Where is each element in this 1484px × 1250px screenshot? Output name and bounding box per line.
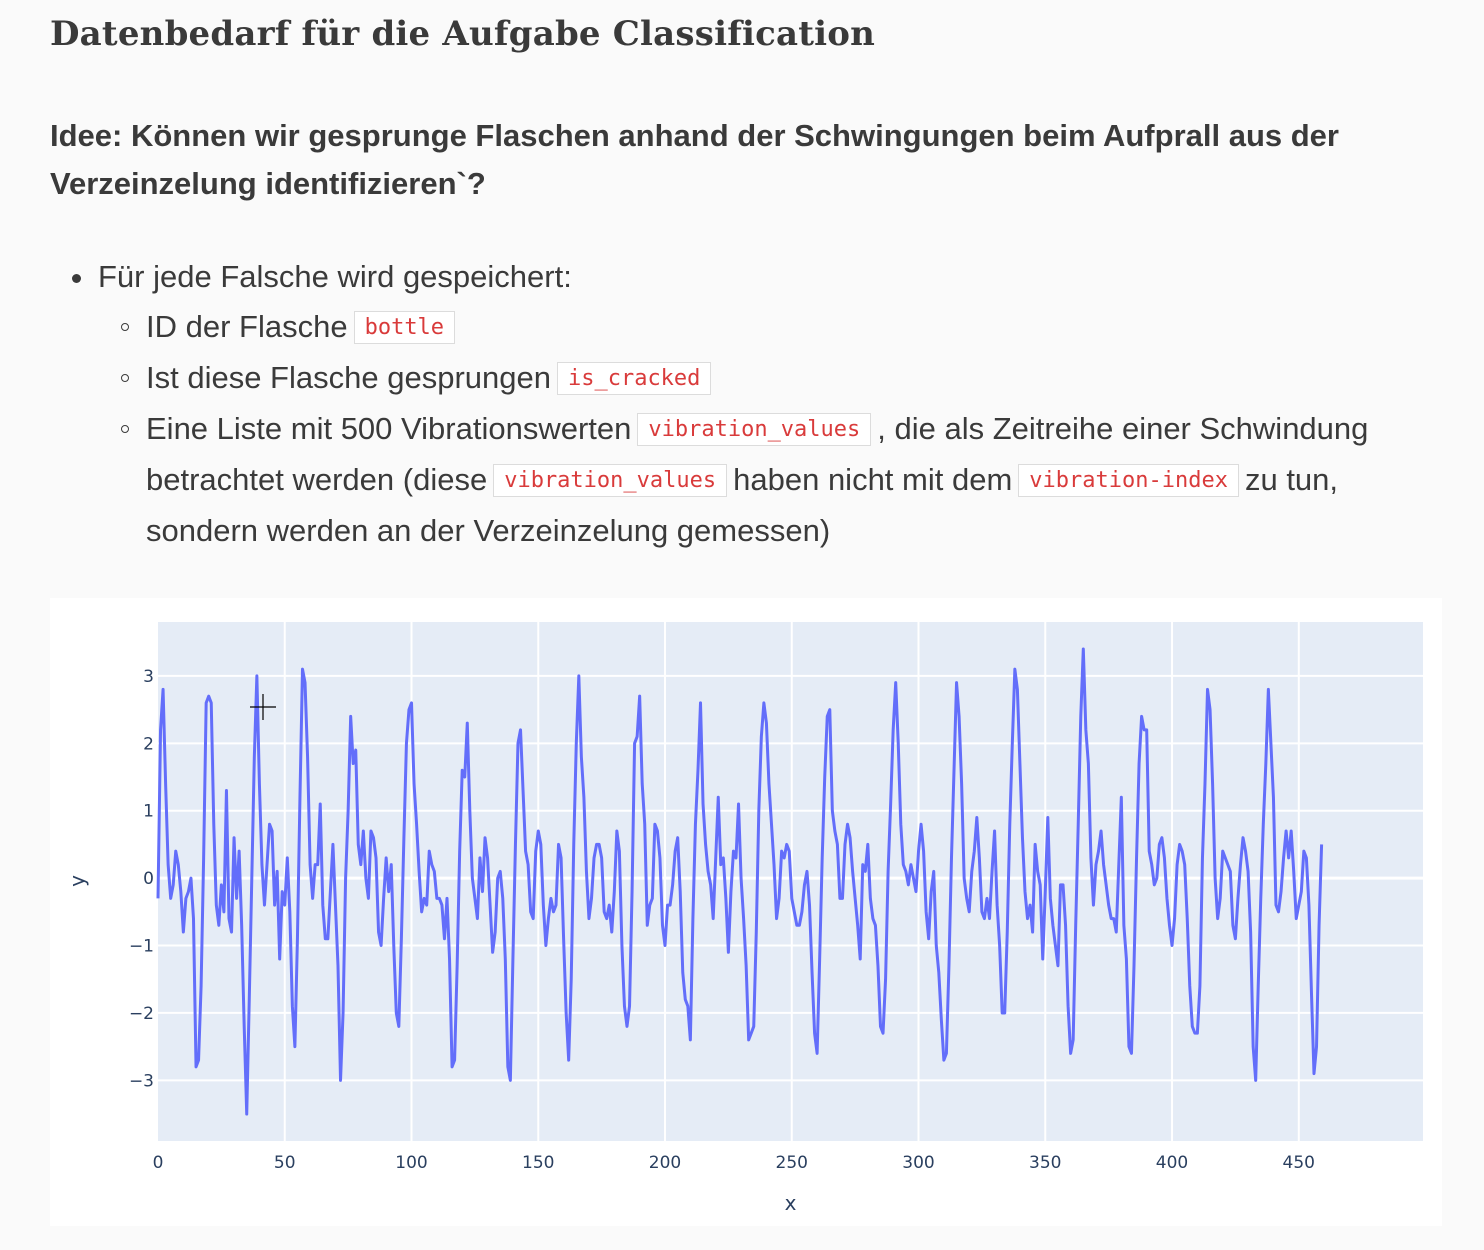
- y-tick-label: −3: [129, 1071, 154, 1091]
- circle-bullet-icon: [121, 374, 129, 382]
- sublist-item-label: ID der Flasche: [146, 309, 348, 344]
- circle-bullet-icon: [121, 425, 129, 433]
- sublist-item-text-c: haben nicht mit dem: [733, 462, 1013, 497]
- idea-subheading: Idee: Können wir gesprunge Flaschen anha…: [50, 118, 1339, 201]
- code-vibration-index: vibration-index: [1018, 464, 1239, 497]
- series-line: [156, 647, 1324, 1116]
- data-requirements-list: Für jede Falsche wird gespeichert: ID de…: [72, 252, 1452, 556]
- x-tick-label: 250: [776, 1153, 808, 1173]
- chart-svg[interactable]: 0 50 100 150 200 250 300 350 400 450 −3 −2 −1 0 1 2 3 x…: [50, 598, 1442, 1226]
- crosshair-cursor-icon: [250, 694, 276, 720]
- code-vibration-values-2: vibration_values: [493, 464, 728, 497]
- sublist-item-text-a: Eine Liste mit 500 Vibrationswerten: [146, 411, 632, 446]
- list-item-label: Für jede Falsche wird gespeichert:: [98, 259, 572, 294]
- x-tick-label: 0: [153, 1153, 164, 1173]
- x-tick-label: 400: [1156, 1153, 1188, 1173]
- y-tick-labels: −3 −2 −1 0 1 2 3: [129, 667, 154, 1091]
- x-tick-label: 450: [1283, 1153, 1315, 1173]
- sublist-item-bottle-id: ID der Flasche bottle: [72, 302, 1452, 353]
- y-tick-label: 2: [143, 734, 154, 754]
- y-tick-label: 0: [143, 869, 154, 889]
- x-tick-label: 150: [522, 1153, 554, 1173]
- x-tick-label: 300: [902, 1153, 934, 1173]
- code-is-cracked: is_cracked: [556, 362, 712, 395]
- y-tick-label: 1: [143, 802, 154, 822]
- code-bottle: bottle: [353, 311, 456, 344]
- sublist-item-is-cracked: Ist diese Flasche gesprungen is_cracked: [72, 353, 1452, 404]
- sublist-item-label: Ist diese Flasche gesprungen: [146, 360, 551, 395]
- page-heading: Datenbedarf für die Aufgabe Classificati…: [50, 14, 876, 54]
- circle-bullet-icon: [121, 323, 129, 331]
- vibration-chart[interactable]: 0 50 100 150 200 250 300 350 400 450 −3 −2 −1 0 1 2 3 x…: [50, 598, 1442, 1226]
- x-tick-labels: 0 50 100 150 200 250 300 350 400 450: [153, 1153, 1315, 1173]
- list-item-stored-per-bottle: Für jede Falsche wird gespeichert:: [72, 252, 1452, 302]
- y-tick-label: −1: [129, 937, 154, 957]
- x-tick-label: 200: [649, 1153, 681, 1173]
- code-vibration-values: vibration_values: [637, 413, 872, 446]
- sublist-item-text-b: , die als Zeitreihe einer Schwindung bet…: [146, 411, 1369, 497]
- y-tick-label: −2: [129, 1004, 154, 1024]
- x-tick-label: 350: [1029, 1153, 1061, 1173]
- sublist-item-vibration-values: Eine Liste mit 500 Vibrationswerten vibra…: [72, 404, 1452, 556]
- disc-bullet-icon: [72, 274, 81, 283]
- sublist-item-text-d: zu tun, sondern werden an der Verzeinzel…: [146, 462, 1339, 548]
- y-tick-label: 3: [143, 667, 154, 687]
- y-axis-label: y: [65, 875, 89, 887]
- x-tick-label: 50: [274, 1153, 296, 1173]
- x-tick-label: 100: [395, 1153, 427, 1173]
- x-axis-label: x: [785, 1191, 797, 1215]
